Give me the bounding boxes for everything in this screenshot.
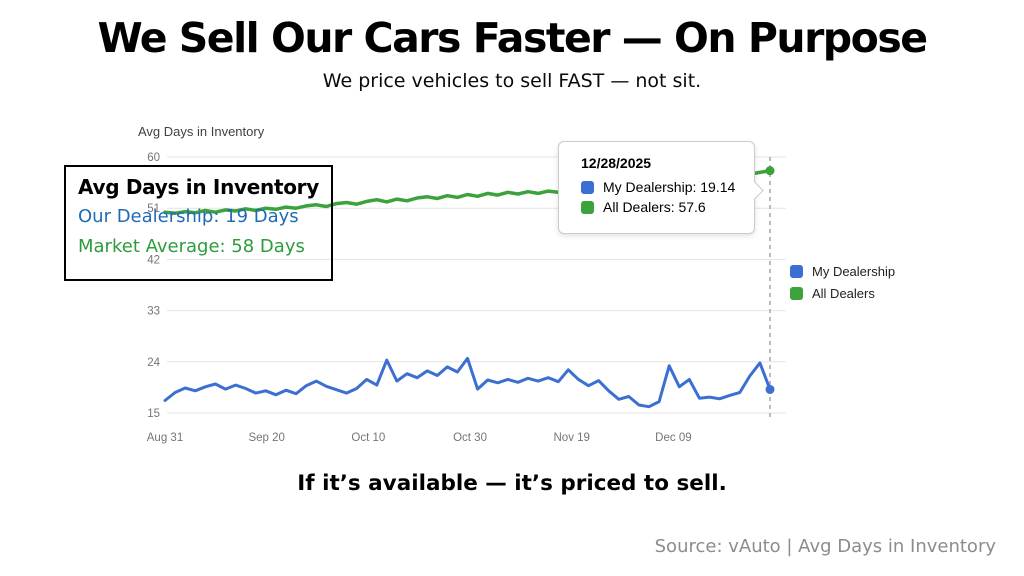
- legend-my-dealership-label: My Dealership: [812, 264, 896, 279]
- chart-legend: My Dealership All Dealers: [790, 264, 895, 308]
- legend-all-dealers-label: All Dealers: [812, 286, 875, 301]
- x-tick-label: Oct 10: [351, 432, 385, 444]
- page-title: We Sell Our Cars Faster — On Purpose: [97, 14, 928, 62]
- tooltip-all-dealers-value: All Dealers: 57.6: [603, 199, 706, 215]
- my-dealership-legend-swatch-icon: [790, 265, 803, 278]
- all-dealers-legend-swatch-icon: [790, 287, 803, 300]
- legend-item-my-dealership[interactable]: My Dealership: [790, 264, 895, 279]
- page-subtitle: We price vehicles to sell FAST — not sit…: [322, 70, 702, 92]
- y-tick-label-15: 15: [147, 408, 160, 420]
- my-dealership-line: [163, 356, 772, 409]
- legend-item-all-dealers[interactable]: All Dealers: [790, 286, 895, 301]
- y-tick-label-51: 51: [147, 203, 160, 215]
- y-tick-label-33: 33: [147, 306, 160, 318]
- tooltip-date: 12/28/2025: [581, 155, 652, 171]
- tooltip-my-dealership-value: My Dealership: 19.14: [603, 179, 736, 195]
- y-tick-label-42: 42: [147, 254, 160, 266]
- closing-statement: If it’s available — it’s priced to sell.: [297, 471, 727, 496]
- annotation-market-average: Market Average: 58 Days: [78, 236, 305, 257]
- y-tick-label-60: 60: [147, 152, 160, 164]
- tooltip-row-my-dealership: My Dealership: 19.14: [581, 179, 754, 195]
- chart-tooltip: 12/28/2025 My Dealership: 19.14 All Deal…: [558, 141, 764, 234]
- chart-axis-title: Avg Days in Inventory: [138, 124, 265, 139]
- source-attribution: Source: vAuto | Avg Days in Inventory: [654, 536, 996, 557]
- annotation-box: Avg Days in Inventory Our Dealership: 19…: [64, 165, 333, 281]
- x-tick-label: Sep 20: [248, 432, 284, 444]
- x-tick-label: Nov 19: [554, 432, 590, 444]
- tooltip-row-all-dealers: All Dealers: 57.6: [581, 199, 754, 215]
- my-dealership-end-dot: [765, 384, 775, 394]
- all-dealers-swatch-icon: [581, 200, 594, 214]
- annotation-our-dealership: Our Dealership: 19 Days: [78, 206, 299, 227]
- annotation-title: Avg Days in Inventory: [78, 175, 319, 199]
- my-dealership-swatch-icon: [581, 180, 594, 194]
- y-tick-label-24: 24: [147, 357, 160, 369]
- x-tick-label: Dec 09: [655, 432, 691, 444]
- x-tick-label: Aug 31: [147, 432, 183, 444]
- x-tick-label: Oct 30: [453, 432, 487, 444]
- all-dealers-end-dot: [765, 166, 775, 176]
